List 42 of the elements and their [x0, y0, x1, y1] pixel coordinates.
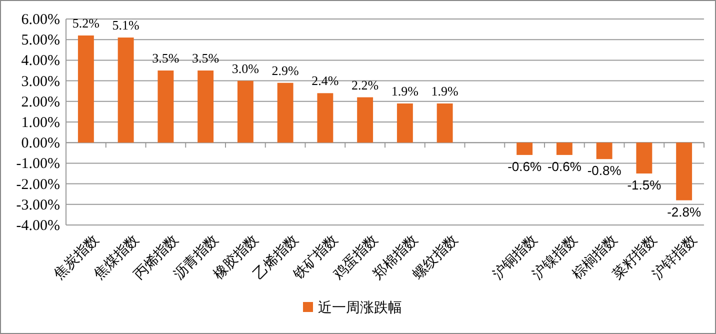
bar — [636, 142, 652, 174]
data-label: 5.2% — [72, 15, 100, 30]
data-label: -2.8% — [667, 204, 702, 220]
bar — [676, 142, 692, 200]
bar — [78, 35, 94, 143]
bar — [277, 82, 294, 143]
bar — [396, 103, 413, 143]
y-tick-label: 3.00% — [21, 74, 60, 90]
y-tick-label: -1.00% — [16, 156, 60, 172]
legend-label: 近一周涨跌幅 — [318, 299, 402, 315]
data-label: 1.9% — [391, 83, 419, 98]
y-tick-label: -2.00% — [16, 176, 60, 193]
bar — [158, 70, 174, 143]
data-label: -1.5% — [627, 178, 662, 192]
data-label: 3.5% — [192, 50, 220, 66]
bar — [556, 142, 572, 155]
data-label: 2.9% — [272, 62, 300, 78]
bar — [198, 70, 214, 143]
bar — [436, 103, 453, 143]
y-tick-label: 6.00% — [21, 12, 60, 28]
y-tick-label: 4.00% — [21, 53, 60, 70]
data-label: 5.1% — [112, 18, 140, 33]
data-label: -0.6% — [508, 158, 542, 174]
y-tick-label: 1.00% — [21, 115, 60, 131]
data-label: 3.5% — [152, 50, 180, 66]
y-tick-label: -3.00% — [16, 197, 60, 214]
bar — [237, 80, 254, 143]
bar — [596, 142, 612, 160]
data-label: 1.9% — [431, 83, 459, 98]
data-label: 3.0% — [232, 60, 260, 76]
y-tick-label: -4.00% — [16, 218, 60, 234]
bar — [317, 93, 334, 143]
bar — [516, 142, 533, 155]
bar — [357, 97, 374, 143]
data-label: 2.4% — [312, 73, 339, 88]
y-tick-label: 0.00% — [21, 136, 60, 152]
data-label: -0.6% — [547, 158, 582, 174]
data-label: 2.2% — [352, 77, 379, 92]
bar — [118, 38, 134, 143]
y-tick-label: 5.00% — [21, 32, 60, 49]
data-label: -0.8% — [587, 163, 622, 178]
y-tick-label: 2.00% — [21, 94, 60, 110]
